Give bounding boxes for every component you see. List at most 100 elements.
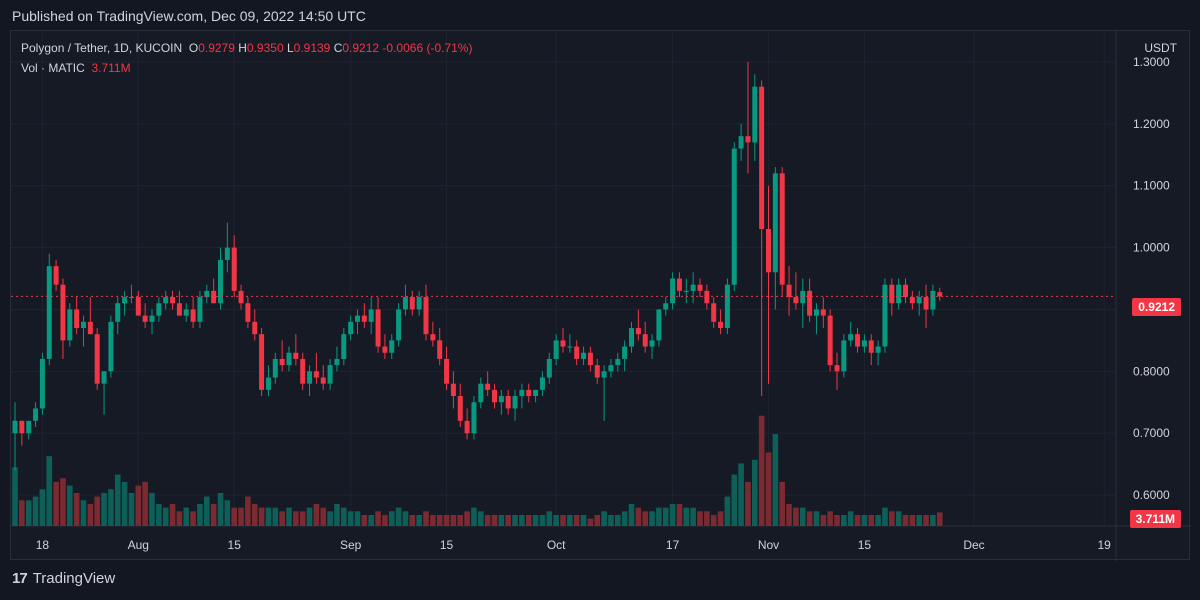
candle-up	[813, 309, 819, 316]
high-label: H	[238, 41, 247, 55]
candle-up	[663, 303, 669, 310]
volume-bar-up	[114, 474, 121, 526]
volume-bar-down	[717, 511, 724, 526]
candle-down	[176, 303, 182, 316]
candle-up	[101, 371, 107, 384]
candle-up	[39, 358, 45, 409]
volume-bar-up	[156, 503, 162, 526]
volume-bar-down	[642, 511, 648, 526]
close-value: 0.9212	[342, 41, 380, 55]
x-tick-label: 15	[440, 538, 454, 552]
x-tick-label: Nov	[758, 538, 779, 552]
last-volume-tag: 3.711M	[1129, 510, 1181, 528]
volume-bar-up	[882, 507, 888, 526]
volume-bar-up	[916, 514, 922, 526]
candle-up	[896, 284, 902, 304]
volume-bar-down	[176, 511, 183, 526]
candle-up	[752, 86, 758, 143]
volume-label[interactable]: Vol · MATIC	[21, 61, 85, 75]
volume-bar-up	[128, 492, 135, 526]
volume-bar-down	[423, 511, 429, 526]
candle-down	[868, 340, 874, 353]
volume-bar-down	[854, 514, 861, 526]
volume-bar-up	[861, 514, 868, 526]
volume-bar-up	[183, 507, 190, 526]
candle-down	[526, 389, 532, 397]
candle-up	[67, 309, 73, 341]
volume-bar-up	[662, 507, 669, 526]
candle-up	[12, 420, 18, 434]
candle-down	[444, 358, 450, 384]
x-tick-label: 19	[1097, 538, 1111, 552]
x-tick-label: 18	[36, 538, 50, 552]
volume-bar-up	[546, 511, 553, 526]
tradingview-logo[interactable]: 17 TradingView	[12, 570, 115, 587]
candle-down	[786, 284, 792, 298]
candle-up	[389, 340, 395, 353]
volume-bar-down	[450, 514, 457, 526]
candle-down	[60, 284, 66, 341]
candle-up	[471, 402, 477, 434]
volume-bar-down	[73, 492, 80, 526]
candle-up	[683, 290, 689, 292]
candle-up	[368, 309, 374, 322]
volume-bar-up	[580, 514, 587, 526]
volume-bar-down	[758, 415, 765, 526]
candle-up	[800, 290, 806, 304]
volume-bar-down	[464, 511, 470, 526]
candle-down	[87, 321, 93, 335]
candle-up	[539, 377, 545, 390]
volume-bar-up	[752, 459, 758, 526]
y-tick-label: 0.6000	[1133, 488, 1170, 502]
candlestick-chart[interactable]: 1.30001.20001.10001.00000.90000.80000.70…	[11, 31, 1191, 561]
x-tick-label: Aug	[128, 538, 149, 552]
volume-bar-down	[53, 481, 59, 526]
volume-bar-up	[12, 467, 18, 526]
candle-down	[238, 290, 244, 304]
volume-bar-up	[930, 514, 936, 526]
y-tick-label: 1.2000	[1133, 117, 1170, 131]
volume-legend: Vol · MATIC 3.711M	[21, 61, 131, 75]
candle-up	[608, 365, 614, 372]
volume-bar-up	[498, 514, 505, 526]
x-tick-label: Dec	[963, 538, 984, 552]
candle-down	[793, 297, 799, 304]
x-tick-label: 15	[858, 538, 872, 552]
volume-bar-up	[354, 511, 361, 526]
volume-bar-down	[505, 514, 511, 526]
candle-up	[861, 340, 867, 347]
volume-bar-up	[347, 511, 354, 526]
y-tick-label: 1.0000	[1133, 241, 1170, 255]
candle-down	[94, 334, 100, 384]
volume-bar-down	[635, 507, 642, 526]
candle-down	[676, 278, 682, 291]
volume-bar-up	[108, 489, 114, 526]
chart-panel[interactable]: 1.30001.20001.10001.00000.90000.80000.70…	[10, 30, 1191, 561]
volume-bar-down	[936, 512, 943, 526]
symbol-label[interactable]: Polygon / Tether, 1D, KUCOIN	[21, 41, 183, 55]
volume-bar-down	[94, 496, 100, 526]
volume-bar-down	[375, 511, 381, 526]
candle-up	[46, 266, 52, 359]
volume-bar-up	[162, 507, 169, 526]
candle-down	[711, 303, 717, 322]
volume-bar-up	[265, 507, 272, 526]
volume-bar-up	[875, 514, 881, 526]
volume-bar-down	[902, 514, 909, 526]
candle-up	[33, 408, 39, 421]
volume-bar-up	[101, 492, 107, 526]
volume-bar-up	[512, 514, 518, 526]
candle-down	[574, 346, 580, 359]
candle-down	[889, 284, 895, 304]
volume-bar-down	[210, 503, 217, 526]
candle-up	[615, 358, 621, 366]
candle-up	[622, 346, 628, 359]
high-value: 0.9350	[246, 41, 284, 55]
candle-down	[170, 297, 176, 304]
volume-bar-down	[594, 514, 601, 526]
volume-bar-up	[286, 507, 292, 526]
volume-bar-up	[669, 503, 676, 526]
candle-up	[512, 396, 518, 409]
candle-up	[519, 389, 525, 397]
y-tick-label: 1.1000	[1133, 179, 1170, 193]
